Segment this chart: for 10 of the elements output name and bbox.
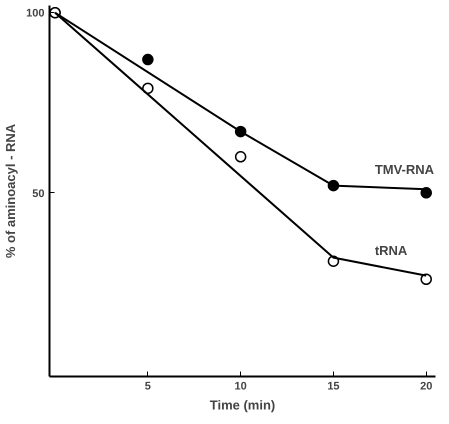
y-tick-label: 50 — [32, 188, 45, 200]
y-axis-title: % of aminoacyl - RNA — [3, 123, 18, 258]
x-axis-title: Time (min) — [210, 398, 276, 412]
x-tick-label: 20 — [420, 380, 432, 392]
y-tick-label: 100 — [26, 8, 45, 20]
x-tick-label: 10 — [234, 380, 247, 392]
series-label: TMV-RNA — [374, 162, 435, 178]
x-tick-label: 5 — [144, 380, 151, 392]
x-tick-label: 15 — [327, 380, 340, 392]
series-label: tRNA — [374, 243, 408, 258]
